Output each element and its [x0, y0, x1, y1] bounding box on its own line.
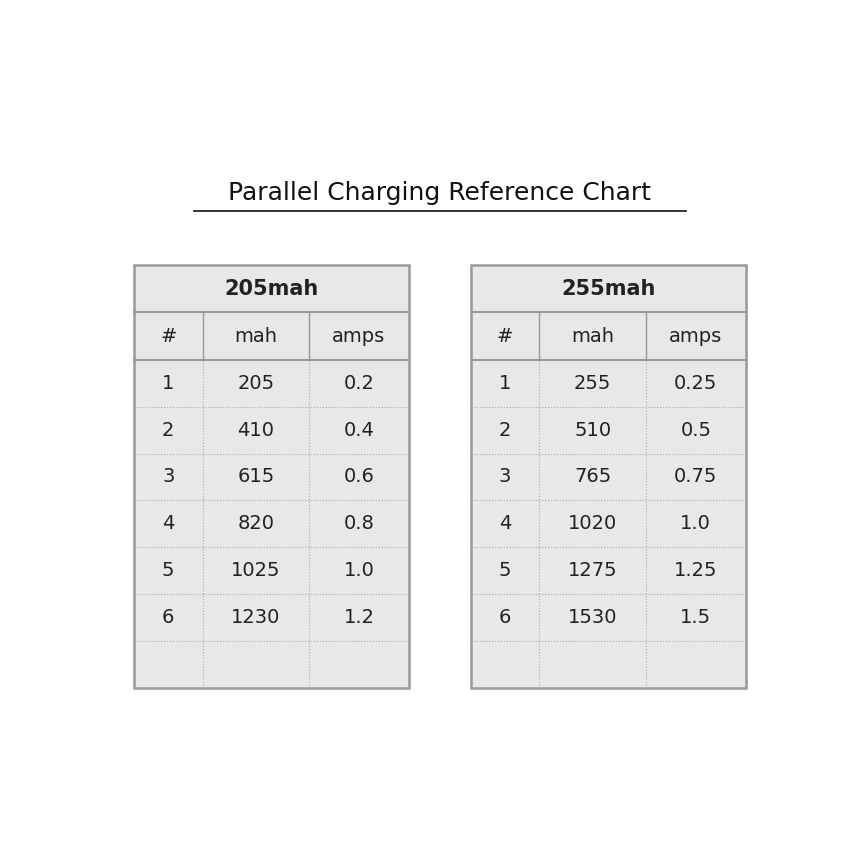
Bar [408, 265, 471, 687]
Text: #: # [497, 327, 513, 346]
Text: 0.8: 0.8 [343, 514, 374, 534]
Text: 1: 1 [162, 374, 174, 393]
Text: Parallel Charging Reference Chart: Parallel Charging Reference Chart [228, 181, 651, 205]
Text: #: # [160, 327, 177, 346]
Text: 6: 6 [498, 608, 511, 627]
Text: 6: 6 [162, 608, 174, 627]
Text: 1.0: 1.0 [343, 561, 374, 580]
Text: 510: 510 [574, 420, 611, 439]
Text: 765: 765 [574, 468, 611, 486]
Text: 255mah: 255mah [561, 279, 656, 299]
Text: 4: 4 [498, 514, 511, 534]
Text: 1.0: 1.0 [680, 514, 711, 534]
Text: 2: 2 [498, 420, 511, 439]
Text: 5: 5 [162, 561, 174, 580]
Text: 410: 410 [238, 420, 275, 439]
Text: 0.6: 0.6 [343, 468, 374, 486]
Text: 1.2: 1.2 [343, 608, 374, 627]
Text: 1020: 1020 [568, 514, 617, 534]
Text: 0.5: 0.5 [680, 420, 711, 439]
Text: 0.2: 0.2 [343, 374, 374, 393]
Text: 1530: 1530 [568, 608, 618, 627]
Text: 1.5: 1.5 [680, 608, 711, 627]
Text: 0.25: 0.25 [674, 374, 717, 393]
Text: 5: 5 [498, 561, 511, 580]
Text: 820: 820 [238, 514, 275, 534]
Bar [134, 265, 408, 687]
Text: mah: mah [234, 327, 277, 346]
Text: 1230: 1230 [231, 608, 281, 627]
Text: 205: 205 [238, 374, 275, 393]
Text: mah: mah [571, 327, 614, 346]
Text: 3: 3 [498, 468, 511, 486]
Text: 1025: 1025 [231, 561, 281, 580]
Text: 3: 3 [162, 468, 174, 486]
Text: 0.4: 0.4 [343, 420, 374, 439]
Text: 4: 4 [162, 514, 174, 534]
Text: amps: amps [332, 327, 385, 346]
Bar [134, 265, 746, 687]
Text: 615: 615 [237, 468, 275, 486]
Text: 205mah: 205mah [224, 279, 318, 299]
Text: 1.25: 1.25 [674, 561, 717, 580]
Text: 1275: 1275 [568, 561, 618, 580]
Bar [471, 265, 746, 687]
Text: 2: 2 [162, 420, 174, 439]
Text: 1: 1 [498, 374, 511, 393]
Text: 255: 255 [574, 374, 612, 393]
Text: 0.75: 0.75 [674, 468, 717, 486]
Text: amps: amps [669, 327, 722, 346]
